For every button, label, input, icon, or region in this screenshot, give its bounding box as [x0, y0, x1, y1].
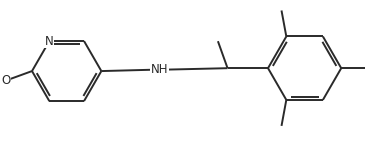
Text: O: O [1, 74, 10, 87]
Text: N: N [45, 35, 54, 48]
Text: NH: NH [151, 63, 168, 76]
